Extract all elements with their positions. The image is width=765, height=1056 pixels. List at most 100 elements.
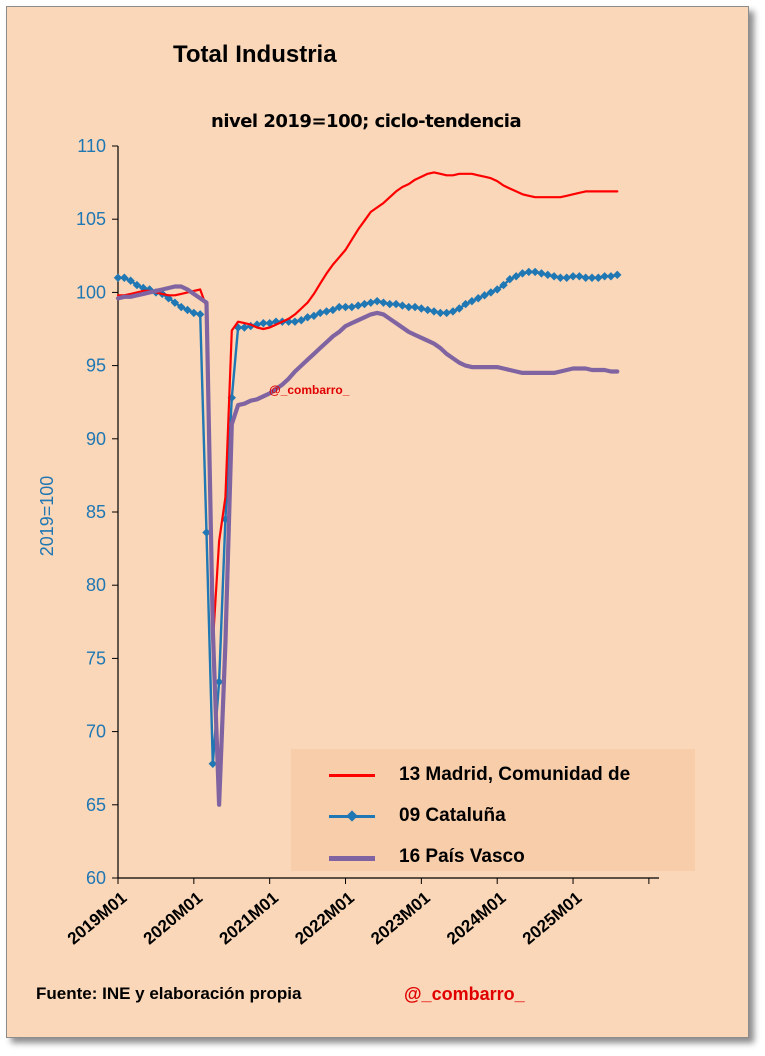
series-1-point [613,270,622,280]
series-1-point [183,305,192,315]
series-1-point [410,302,420,312]
chart-watermark: @_combarro_ [269,383,350,397]
series-1-point [240,323,249,332]
x-tick-label: 2020M01 [140,888,207,948]
series-1-point [303,313,312,322]
series-1-point [126,276,135,285]
y-tick-label: 85 [86,502,106,522]
series-1-point [581,273,590,282]
series-1-point [417,304,426,313]
x-tick-label: 2019M01 [64,888,131,948]
y-tick-label: 75 [86,648,106,668]
series-1-point [575,272,584,281]
series-1-point [436,308,445,318]
series-1-point [537,269,546,278]
series-1-point [398,301,407,310]
y-axis-title: 2019=100 [37,476,57,557]
series-1-point [366,298,375,307]
series-1-point [391,299,401,309]
series-1-point [461,299,470,309]
series-1-point [474,294,483,303]
y-tick-label: 105 [76,209,106,229]
y-tick-label: 110 [77,136,106,156]
series-line-0 [116,171,619,645]
series-1-point [259,318,268,328]
series-1-point [499,280,508,290]
series-1-point [600,272,609,281]
series-1-point [530,267,540,277]
series-1-point [297,316,306,325]
chart-subtitle: nivel 2019=100; ciclo-tendencia [211,111,522,132]
series-1-point [328,305,338,315]
series-line-1 [116,270,619,765]
author-handle: @_combarro_ [404,984,525,1004]
x-tick-label: 2022M01 [291,888,358,948]
series-1-point [290,317,300,326]
series-1-point [379,298,388,307]
legend-label-madrid: 13 Madrid, Comunidad de [399,764,631,785]
series-1-point [568,272,578,281]
y-tick-label: 90 [86,429,106,449]
series-1-point [265,318,274,328]
series-1-point [341,302,350,312]
series-1-point [587,273,597,282]
series-1-point [214,677,224,687]
series-1-point [316,308,325,318]
series-1-point [455,304,464,313]
y-tick-label: 80 [86,575,106,595]
legend-item-cataluna: 09 Cataluña [291,801,695,831]
series-line-2 [115,284,620,807]
series-1-point [429,307,439,316]
series-1-point [195,310,205,319]
series-1-point [549,272,559,281]
series-1-point [505,275,515,284]
legend-swatch-cataluna [329,810,375,822]
line-chart: 60 65 70 75 80 85 90 95 100 105 110 2019=100 2019M01… [37,136,659,948]
y-tick-label: 70 [86,722,106,742]
series-1-point [347,302,357,312]
series-1-point [202,528,211,537]
series-1-point [442,308,451,318]
y-tick-label: 100 [76,282,106,302]
series-1-point [524,267,533,277]
series-1-point [113,273,123,282]
series-1-point [467,296,477,306]
series-1-point [448,307,458,316]
series-1-point [353,301,363,310]
x-tick-label: 2024M01 [443,888,510,948]
x-tick-label: 2023M01 [367,888,434,948]
legend-label-pais-vasco: 16 País Vasco [399,846,525,867]
x-tick-label: 2025M01 [519,888,586,948]
series-1-point [562,273,571,282]
legend-item-pais-vasco: 16 País Vasco [291,842,695,872]
chart-frame: 60 65 70 75 80 85 90 95 100 105 110 2019=100 2019M01… [6,6,749,1038]
series-1-point [189,308,199,318]
y-tick-label: 65 [86,795,106,815]
legend-label-cataluna: 09 Cataluña [399,805,506,826]
series-1-point [335,302,344,312]
series-1-point [177,302,186,312]
series-1-point [170,298,180,307]
series-1-point [372,296,382,306]
legend-diamond-marker [346,810,358,822]
source-note: Fuente: INE y elaboración propia [36,984,302,1003]
legend-swatch-pais-vasco [329,856,375,861]
series-1-point [423,305,432,315]
chart-title: Total Industria [173,41,337,68]
series-1-point [360,299,369,309]
series-1-point [309,311,319,321]
y-tick-label: 95 [86,356,106,376]
series-1-point [385,299,394,309]
legend: 13 Madrid, Comunidad de 09 Cataluña 16 P… [291,749,695,871]
series-1-point [493,285,502,294]
series-1-point [322,307,331,316]
y-tick-label: 60 [86,868,106,888]
series-1-point [208,759,217,769]
legend-item-madrid: 13 Madrid, Comunidad de [291,760,695,790]
series-1-point [556,273,565,282]
legend-swatch-madrid [329,774,375,777]
series-1-point [486,288,496,297]
series-1-point [139,283,148,293]
series-1-point [164,294,173,303]
series-1-point [221,515,230,524]
